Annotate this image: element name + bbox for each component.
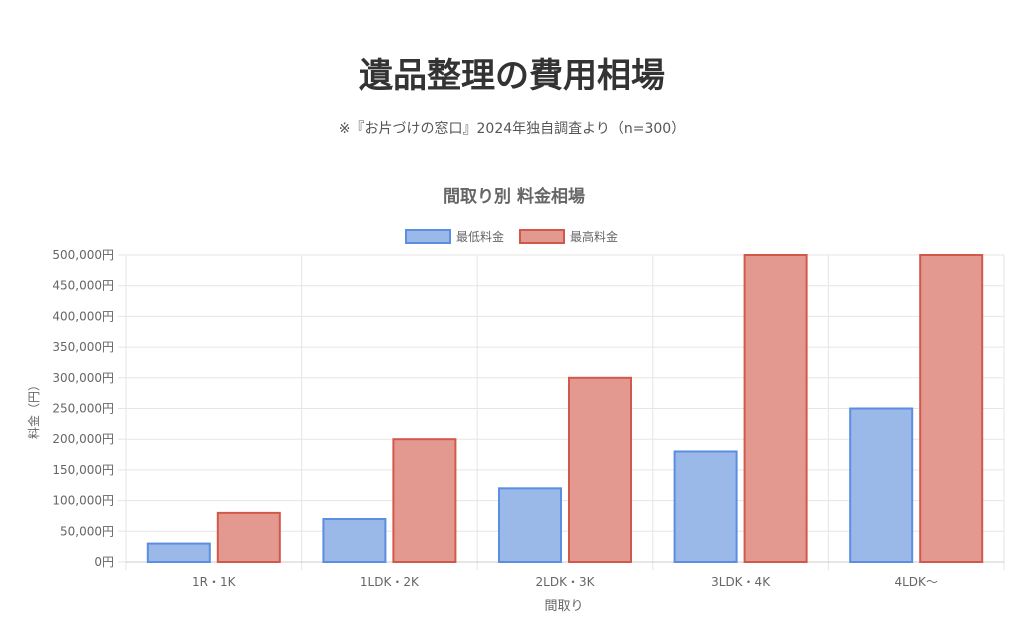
legend-swatch	[405, 229, 451, 244]
bar-max[interactable]	[743, 254, 808, 563]
bar-max[interactable]	[216, 511, 281, 564]
legend-label: 最低料金	[456, 229, 504, 244]
y-tick-label: 0円	[94, 555, 114, 569]
x-tick-label: 1R・1K	[192, 575, 237, 589]
bar-min[interactable]	[849, 407, 914, 563]
y-axis-label: 料金（円）	[26, 379, 41, 439]
bar-min[interactable]	[322, 518, 387, 563]
y-tick-label: 450,000円	[52, 279, 114, 293]
chart-grid	[118, 254, 1005, 570]
chart-legend: 最低料金 最高料金	[405, 229, 618, 244]
page-subtitle: ※『お片づけの窓口』2024年独自調査より（n=300）	[338, 121, 686, 137]
y-tick-label: 400,000円	[52, 309, 114, 323]
y-tick-label: 200,000円	[52, 432, 114, 446]
x-tick-label: 1LDK・2K	[360, 575, 420, 589]
y-tick-label: 100,000円	[52, 494, 114, 508]
y-tick-label: 350,000円	[52, 340, 114, 354]
y-tick-label: 250,000円	[52, 402, 114, 416]
x-axis-ticks: 1R・1K 1LDK・2K 2LDK・3K 3LDK・4K 4LDK〜	[192, 575, 938, 589]
x-tick-label: 3LDK・4K	[711, 575, 771, 589]
x-axis-label: 間取り	[544, 599, 583, 614]
chart-bars	[146, 254, 984, 564]
y-tick-label: 150,000円	[52, 463, 114, 477]
bar-min[interactable]	[146, 542, 211, 563]
chart-title: 間取り別 料金相場	[443, 186, 585, 207]
bar-min[interactable]	[498, 487, 562, 564]
y-tick-label: 300,000円	[52, 371, 114, 385]
legend-swatch	[519, 229, 565, 244]
bar-max[interactable]	[392, 438, 457, 564]
y-tick-label: 500,000円	[52, 248, 114, 262]
x-tick-label: 2LDK・3K	[536, 575, 596, 589]
y-axis-ticks: 0円 50,000円 100,000円 150,000円 200,000円 250,000…	[52, 248, 114, 569]
bar-min[interactable]	[673, 450, 738, 564]
y-tick-label: 50,000円	[60, 524, 114, 538]
bar-max[interactable]	[919, 254, 984, 563]
legend-label: 最高料金	[570, 229, 618, 244]
bar-chart: 間取り別 料金相場 最低料金 最高料金 0円 50,000円 100,000円 150,…	[26, 186, 1005, 614]
x-tick-label: 4LDK〜	[894, 575, 937, 589]
page-title: 遺品整理の費用相場	[359, 56, 665, 96]
bar-max[interactable]	[568, 376, 632, 563]
